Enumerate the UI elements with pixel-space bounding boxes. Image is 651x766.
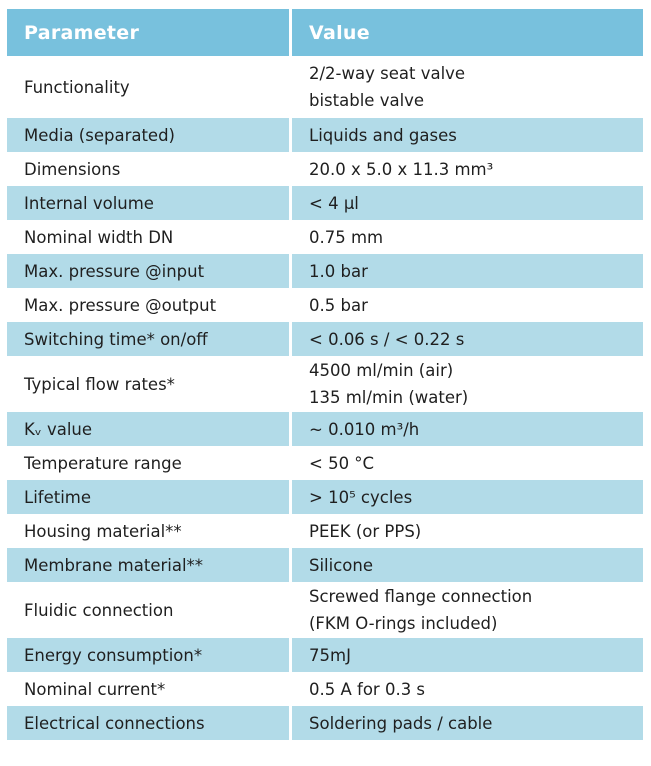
value-line: < 4 µl	[309, 193, 359, 213]
value-line: < 0.06 s / < 0.22 s	[309, 329, 465, 349]
value-line: 2/2-way seat valve	[309, 64, 466, 83]
table-row: Electrical connections Soldering pads / c…	[7, 706, 643, 740]
value-cell: 0.5 A for 0.3 s	[292, 672, 643, 706]
value-line: bistable valve	[309, 91, 425, 110]
parameter-cell: Kᵥ value	[7, 412, 292, 446]
parameter-cell: Internal volume	[7, 186, 292, 220]
value-line: Screwed flange connection	[309, 587, 533, 606]
value-cell: 20.0 x 5.0 x 11.3 mm³	[292, 152, 643, 186]
parameter-cell: Nominal width DN	[7, 220, 292, 254]
parameter-cell: Dimensions	[7, 152, 292, 186]
table-row: Kᵥ value ~ 0.010 m³/h	[7, 412, 643, 446]
value-line: 0.5 bar	[309, 295, 368, 315]
table-row: Membrane material** Silicone	[7, 548, 643, 582]
table-row: Dimensions 20.0 x 5.0 x 11.3 mm³	[7, 152, 643, 186]
value-cell: 2/2-way seat valve bistable valve	[292, 56, 643, 118]
value-cell: Liquids and gases	[292, 118, 643, 152]
value-line: Silicone	[309, 555, 374, 575]
value-cell: Silicone	[292, 548, 643, 582]
value-line: 20.0 x 5.0 x 11.3 mm³	[309, 159, 494, 179]
table-row: Max. pressure @output 0.5 bar	[7, 288, 643, 322]
value-line: Liquids and gases	[309, 125, 457, 145]
value-line: 1.0 bar	[309, 261, 368, 281]
value-line: ~ 0.010 m³/h	[309, 419, 420, 439]
table-header-row: Parameter Value	[7, 9, 643, 56]
table-row: Nominal current* 0.5 A for 0.3 s	[7, 672, 643, 706]
table-row: Media (separated) Liquids and gases	[7, 118, 643, 152]
value-line: 4500 ml/min (air)	[309, 361, 454, 380]
value-line: 0.75 mm	[309, 227, 384, 247]
value-cell: < 50 °C	[292, 446, 643, 480]
value-line: 0.5 A for 0.3 s	[309, 679, 426, 699]
value-cell: 4500 ml/min (air) 135 ml/min (water)	[292, 356, 643, 412]
table-row: Energy consumption* 75mJ	[7, 638, 643, 672]
table-row: Temperature range < 50 °C	[7, 446, 643, 480]
value-cell: PEEK (or PPS)	[292, 514, 643, 548]
table-row: Switching time* on/off < 0.06 s / < 0.22 …	[7, 322, 643, 356]
parameter-cell: Housing material**	[7, 514, 292, 548]
value-cell: 1.0 bar	[292, 254, 643, 288]
parameter-cell: Switching time* on/off	[7, 322, 292, 356]
value-cell: > 10⁵ cycles	[292, 480, 643, 514]
value-cell: Screwed flange connection (FKM O-rings in…	[292, 582, 643, 638]
table-row: Lifetime > 10⁵ cycles	[7, 480, 643, 514]
table-row: Housing material** PEEK (or PPS)	[7, 514, 643, 548]
parameter-cell: Fluidic connection	[7, 582, 292, 638]
parameter-cell: Membrane material**	[7, 548, 292, 582]
parameter-cell: Typical flow rates*	[7, 356, 292, 412]
value-cell: 0.75 mm	[292, 220, 643, 254]
value-line: 75mJ	[309, 645, 351, 665]
parameter-cell: Energy consumption*	[7, 638, 292, 672]
parameter-column-header: Parameter	[7, 9, 292, 56]
value-cell: 0.5 bar	[292, 288, 643, 322]
value-line: (FKM O-rings included)	[309, 614, 498, 633]
value-cell: Soldering pads / cable	[292, 706, 643, 740]
value-cell: 75mJ	[292, 638, 643, 672]
parameter-cell: Media (separated)	[7, 118, 292, 152]
value-line: PEEK (or PPS)	[309, 521, 422, 541]
parameter-cell: Electrical connections	[7, 706, 292, 740]
table-row: Typical flow rates* 4500 ml/min (air) 135 …	[7, 356, 643, 412]
value-cell: < 4 µl	[292, 186, 643, 220]
table-row: Functionality 2/2-way seat valve bistable …	[7, 56, 643, 118]
parameter-cell: Nominal current*	[7, 672, 292, 706]
parameter-cell: Temperature range	[7, 446, 292, 480]
value-line: 135 ml/min (water)	[309, 388, 469, 407]
value-line: > 10⁵ cycles	[309, 487, 413, 507]
value-line: < 50 °C	[309, 453, 375, 473]
value-cell: ~ 0.010 m³/h	[292, 412, 643, 446]
table-row: Internal volume < 4 µl	[7, 186, 643, 220]
value-column-header: Value	[292, 9, 643, 56]
specification-table: Parameter Value Functionality 2/2-way sea…	[7, 9, 643, 740]
table-row: Max. pressure @input 1.0 bar	[7, 254, 643, 288]
table-row: Nominal width DN 0.75 mm	[7, 220, 643, 254]
value-line: Soldering pads / cable	[309, 713, 493, 733]
parameter-cell: Lifetime	[7, 480, 292, 514]
value-cell: < 0.06 s / < 0.22 s	[292, 322, 643, 356]
table-row: Fluidic connection Screwed flange connect…	[7, 582, 643, 638]
parameter-cell: Max. pressure @input	[7, 254, 292, 288]
parameter-cell: Max. pressure @output	[7, 288, 292, 322]
parameter-cell: Functionality	[7, 56, 292, 118]
table-body: Functionality 2/2-way seat valve bistable …	[7, 56, 643, 740]
